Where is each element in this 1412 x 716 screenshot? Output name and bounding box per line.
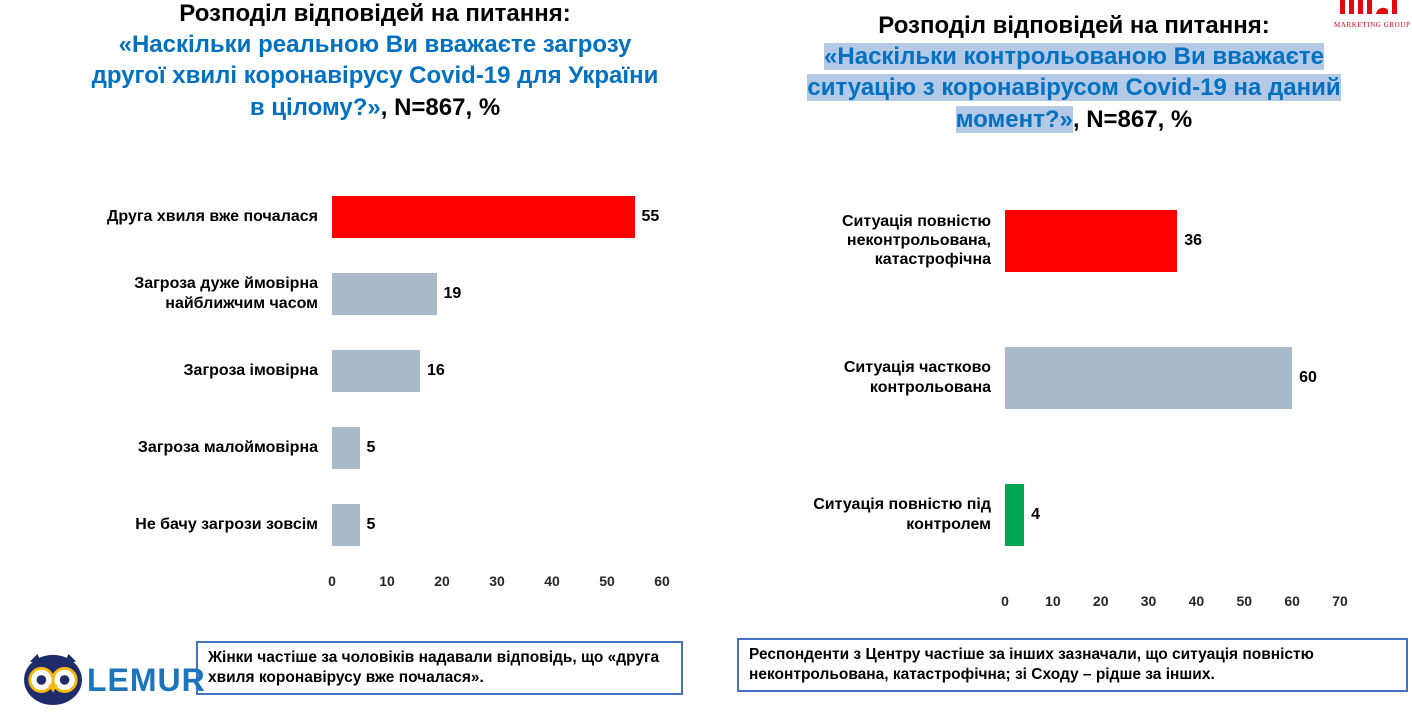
partner-logo: MARKETING GROUP — [1334, 0, 1411, 29]
lemur-logo: LEMUR — [22, 650, 206, 711]
bar-track: 19 — [332, 272, 662, 315]
bar-track: 16 — [332, 349, 662, 392]
partner-subtitle: MARKETING GROUP — [1334, 21, 1411, 29]
bar-track: 36 — [1005, 209, 1340, 272]
axis-tick-label: 30 — [489, 573, 505, 589]
axis-tick-label: 10 — [1045, 593, 1061, 609]
left-title-prefix: Розподіл відповідей на питання: — [179, 0, 571, 27]
left-note-box: Жінки частіше за чоловіків надавали відп… — [196, 641, 683, 696]
axis-tick-label: 70 — [1332, 593, 1348, 609]
partner-logo-mark-clipped-icon — [1339, 0, 1401, 19]
bar — [1005, 209, 1178, 272]
left-note-text: Жінки частіше за чоловіків надавали відп… — [208, 649, 660, 687]
bar — [1005, 483, 1025, 546]
chart-row: Ситуація повністю під контролем 4 — [765, 446, 1340, 583]
axis-tick-label: 60 — [654, 573, 670, 589]
right-title-prefix: Розподіл відповідей на питання: — [878, 12, 1270, 39]
left-title-question-wrap: «Наскільки реальною Ви вважаєте загрозу … — [35, 29, 715, 123]
chart-row: Друга хвиля вже почалася 55 — [50, 178, 662, 255]
axis-tick-label: 50 — [599, 573, 615, 589]
value-label: 36 — [1184, 231, 1203, 249]
bar — [332, 195, 635, 238]
axis-tick-label: 20 — [434, 573, 450, 589]
category-label: Ситуація повністю під контролем — [813, 496, 991, 533]
x-axis: 0 10 20 30 40 50 60 70 — [1001, 593, 1348, 617]
bar — [332, 426, 360, 469]
axis-tick-label: 40 — [1188, 593, 1205, 609]
value-label: 5 — [366, 515, 376, 533]
left-title-sample-size: , N=867, % — [380, 93, 501, 121]
chart-rows: Друга хвиля вже почалася 55 Загроза дуже й… — [50, 178, 662, 563]
chart-row: Ситуація повністю неконтрольована, катас… — [765, 172, 1340, 309]
category-label: Загроза імовірна — [183, 361, 318, 379]
bar-track: 5 — [332, 426, 662, 469]
chart-row: Загроза малоймовірна 5 — [50, 409, 662, 486]
category-label: Друга хвиля вже почалася — [106, 207, 318, 225]
chart-row: Не бачу загрози зовсім 5 — [50, 486, 662, 563]
bar — [1005, 346, 1293, 409]
chart-row: Ситуація частково контрольована 60 — [765, 309, 1340, 446]
category-label: Ситуація повністю неконтрольована, катас… — [841, 212, 991, 269]
category-label: Загроза малоймовірна — [137, 438, 318, 456]
axis-tick-label: 40 — [544, 573, 560, 589]
value-label: 16 — [427, 361, 445, 379]
bar — [332, 272, 437, 315]
lemur-wordmark: LEMUR — [87, 662, 206, 698]
value-label: 60 — [1299, 368, 1317, 386]
x-axis: 0 10 20 30 40 50 60 — [328, 573, 670, 597]
axis-tick-label: 0 — [1001, 593, 1009, 609]
axis-tick-label: 0 — [328, 573, 336, 589]
chart-row: Загроза імовірна 16 — [50, 332, 662, 409]
axis-tick-label: 60 — [1284, 593, 1300, 609]
axis-tick-label: 10 — [379, 573, 395, 589]
value-label: 5 — [366, 438, 376, 456]
right-note-box: Респонденти з Центру частіше за інших за… — [737, 638, 1408, 693]
axis-tick-label: 20 — [1092, 593, 1109, 609]
right-bar-chart: Ситуація повністю неконтрольована, катас… — [765, 172, 1348, 617]
chart-row: Загроза дуже ймовірна найближчим часом 19 — [50, 255, 662, 332]
right-note-text: Респонденти з Центру частіше за інших за… — [749, 646, 1314, 684]
bar-track: 60 — [1005, 346, 1340, 409]
axis-tick-label: 50 — [1236, 593, 1253, 609]
bar — [332, 349, 420, 392]
left-title-question: «Наскільки реальною Ви вважаєте загрозу … — [91, 31, 659, 121]
bar-track: 4 — [1005, 483, 1340, 546]
bar — [332, 503, 360, 546]
bar-track: 5 — [332, 503, 662, 546]
left-bar-chart: Друга хвиля вже почалася 55 Загроза дуже й… — [50, 178, 670, 597]
chart-rows: Ситуація повністю неконтрольована, катас… — [765, 172, 1340, 583]
right-title-sample-size: , N=867, % — [1072, 105, 1193, 133]
bar-track: 55 — [332, 195, 662, 238]
category-label: Ситуація частково контрольована — [843, 359, 991, 396]
category-label: Не бачу загрози зовсім — [135, 515, 318, 533]
axis-tick-label: 30 — [1140, 593, 1157, 609]
value-label: 4 — [1031, 505, 1041, 523]
value-label: 55 — [641, 207, 660, 225]
lemur-owl-icon — [22, 650, 84, 711]
category-label: Загроза дуже ймовірна найближчим часом — [134, 275, 318, 312]
right-title-question-wrap: «Наскільки контрольованою Ви вважаєте си… — [738, 41, 1410, 135]
value-label: 19 — [443, 284, 462, 302]
right-chart-title: Розподіл відповідей на питання: «Наскіль… — [738, 10, 1410, 135]
left-chart-title: Розподіл відповідей на питання: «Наскіль… — [35, 0, 715, 123]
